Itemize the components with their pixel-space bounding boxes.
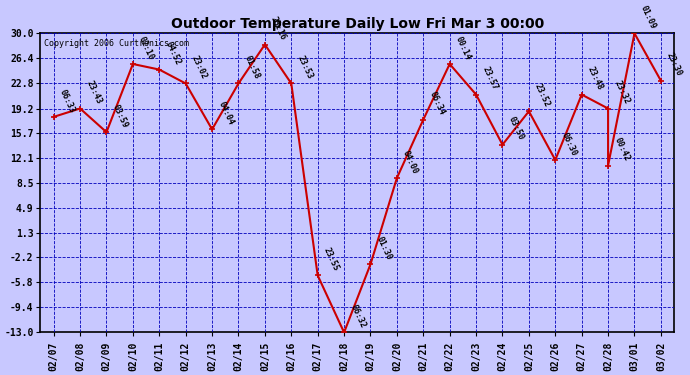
Text: 01:09: 01:09 [639,4,658,31]
Text: 06:32: 06:32 [348,303,367,330]
Text: Copyright 2006 Curtronics.com: Copyright 2006 Curtronics.com [43,39,188,48]
Text: 23:16: 23:16 [269,15,288,42]
Text: 06:33: 06:33 [58,88,77,114]
Text: 23:30: 23:30 [665,51,684,78]
Text: 00:14: 00:14 [454,35,473,61]
Text: 01:30: 01:30 [375,235,393,261]
Text: 04:00: 04:00 [401,149,420,175]
Text: 23:02: 23:02 [190,54,208,81]
Text: 23:48: 23:48 [586,65,604,92]
Text: 04:52: 04:52 [164,40,182,67]
Text: 06:30: 06:30 [560,131,578,157]
Text: 23:57: 23:57 [480,65,499,92]
Text: 00:42: 00:42 [612,136,631,163]
Text: 03:59: 03:59 [110,103,129,129]
Text: 03:50: 03:50 [506,116,525,142]
Text: 06:34: 06:34 [427,90,446,117]
Text: 04:04: 04:04 [216,100,235,127]
Text: 01:58: 01:58 [243,54,262,81]
Text: 23:43: 23:43 [84,79,103,106]
Text: 23:52: 23:52 [533,82,552,108]
Text: 23:55: 23:55 [322,246,341,273]
Text: 23:32: 23:32 [612,79,631,106]
Text: 02:10: 02:10 [137,35,156,61]
Text: 23:53: 23:53 [295,54,314,81]
Title: Outdoor Temperature Daily Low Fri Mar 3 00:00: Outdoor Temperature Daily Low Fri Mar 3 … [170,17,544,31]
